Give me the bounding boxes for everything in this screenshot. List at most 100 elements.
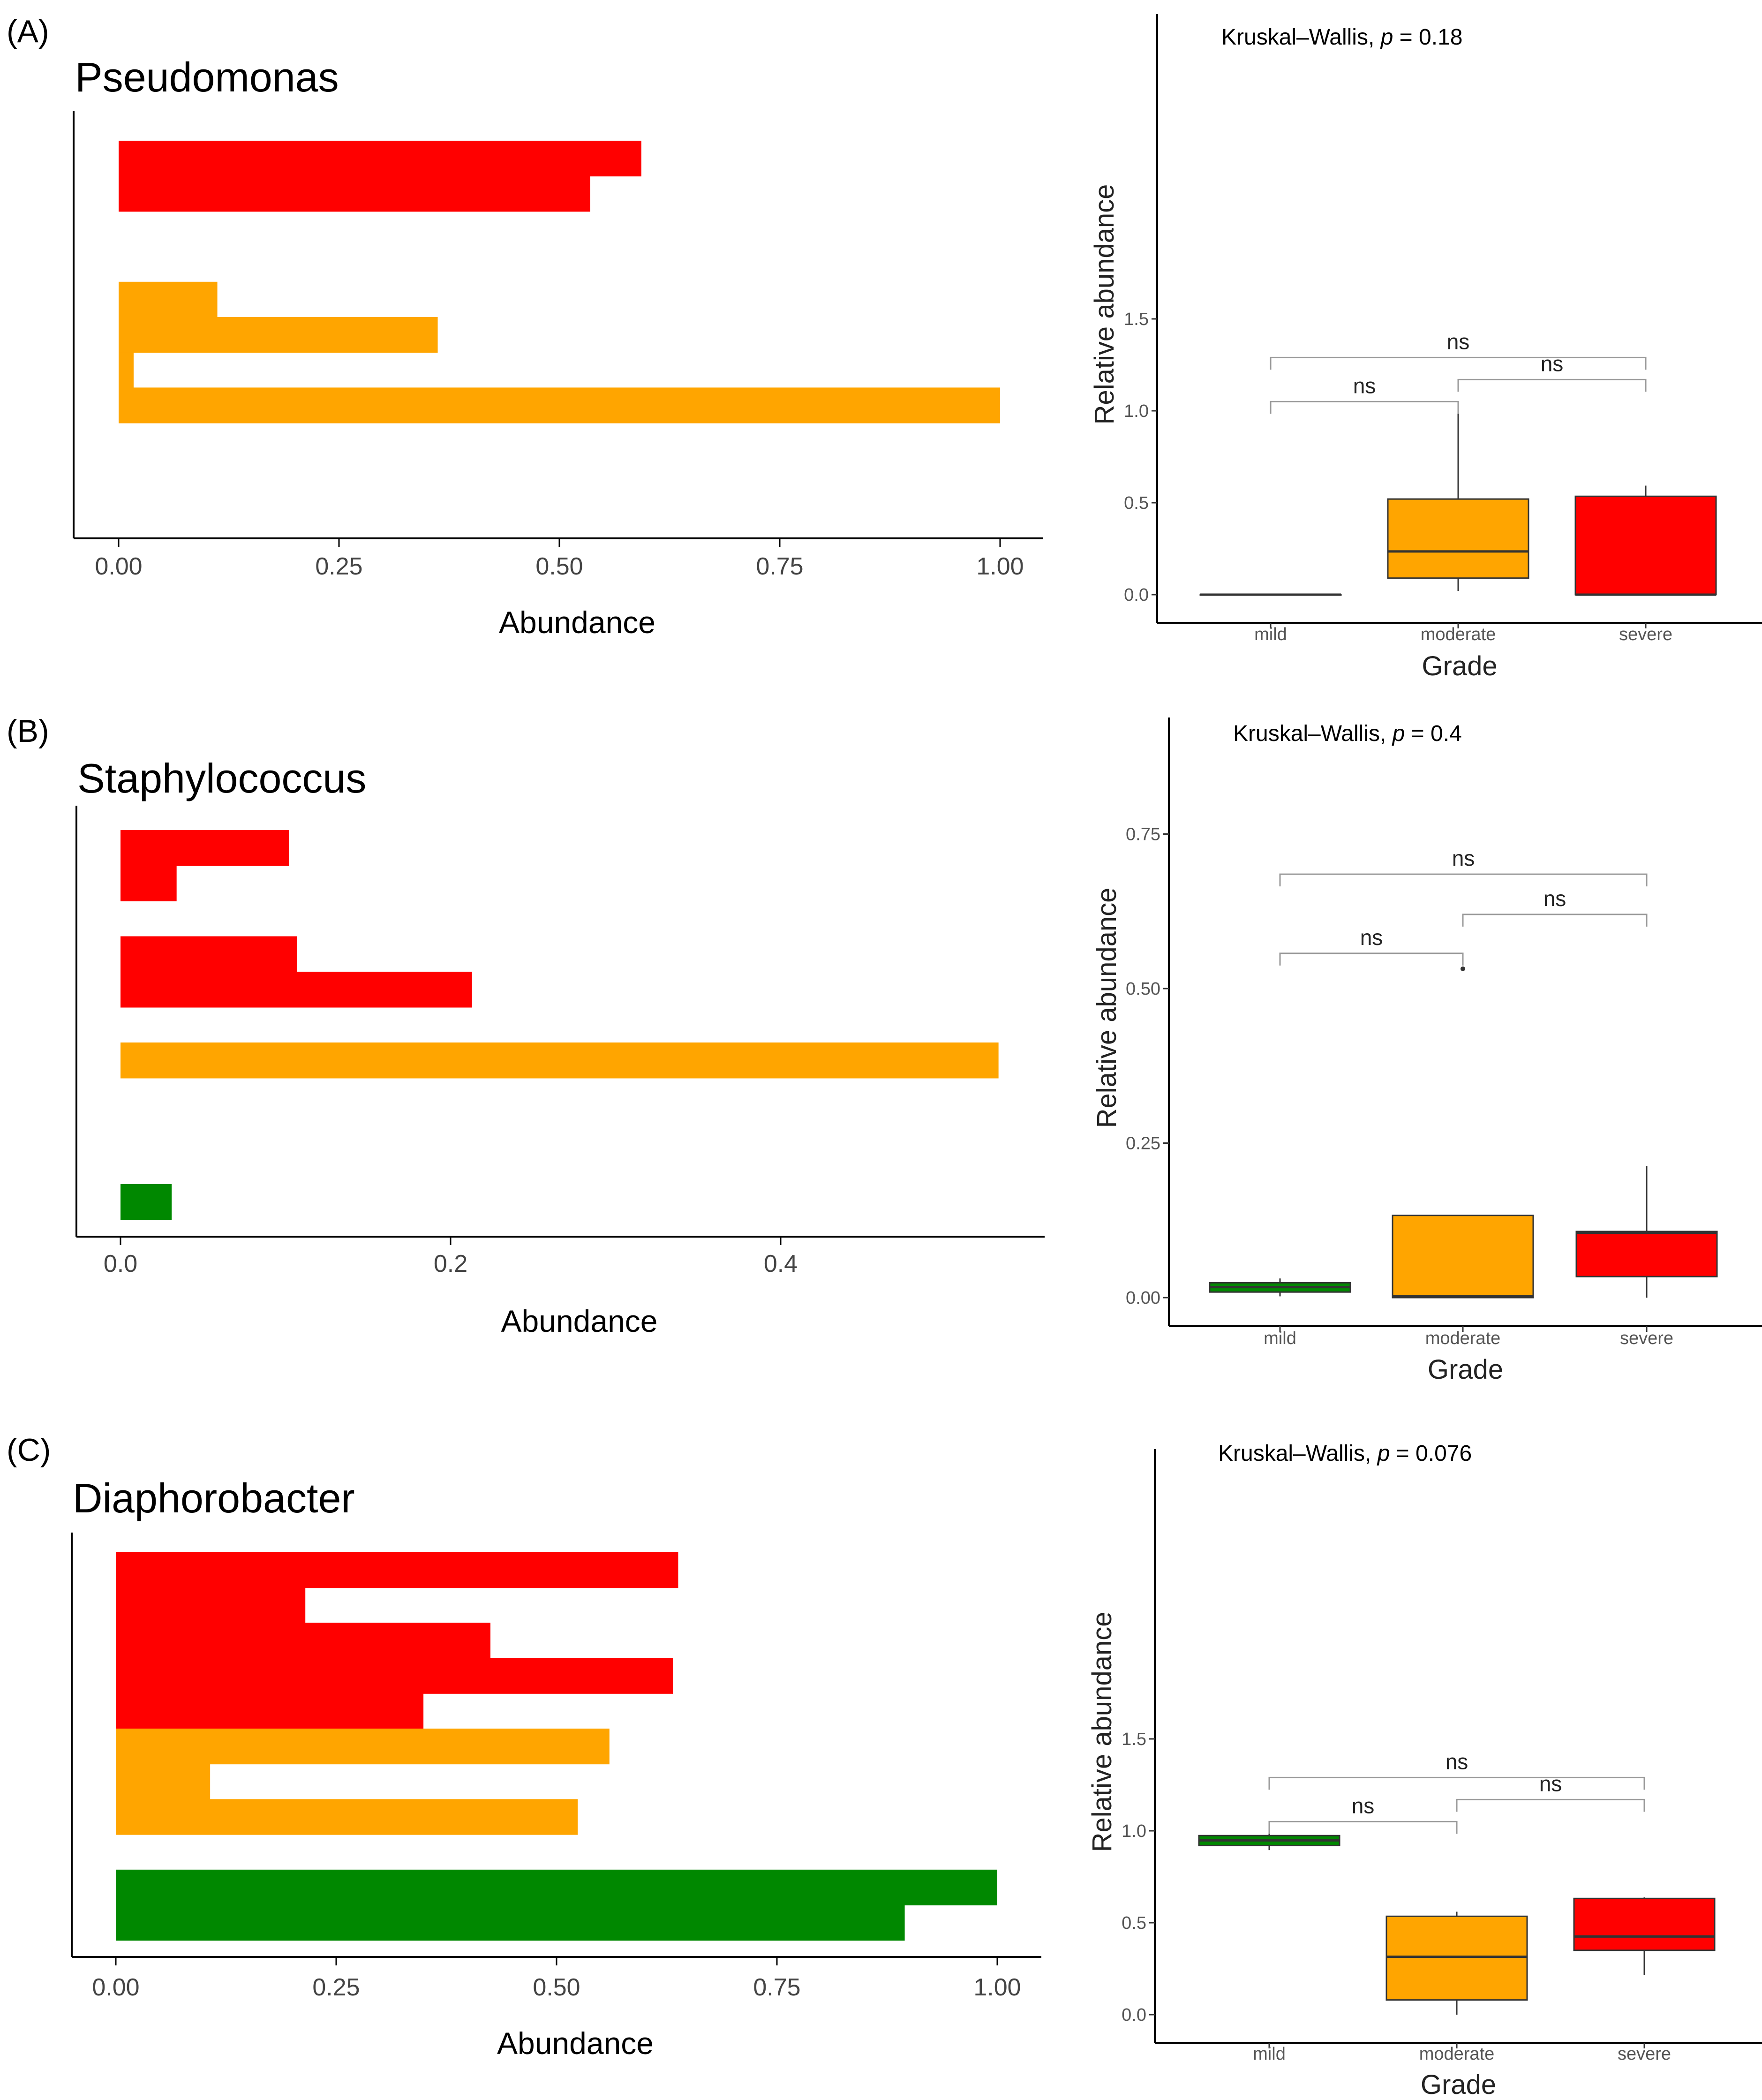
abundance-bar-moderate [116, 1764, 211, 1800]
significance-bracket: ns [1268, 1793, 1458, 1834]
bracket-label: ns [1352, 1793, 1375, 1818]
box-y-tick-label: 1.0 [1122, 1821, 1146, 1841]
box-y-tick-label: 0.25 [1126, 1134, 1160, 1154]
box-mild: mild [1198, 1831, 1340, 2064]
panel-pseudomonas: (A) Pseudomonas 0.00 0.25 0.50 0.75 1.00 Abunda… [7, 14, 1762, 681]
box-x-axis-title: Grade [1422, 651, 1497, 681]
kruskal-wallis-label: Kruskal–Wallis, p = 0.076 [1218, 1441, 1472, 1466]
box-x-tick-label: mild [1264, 1329, 1296, 1348]
bracket-line [1268, 1821, 1458, 1834]
kruskal-wallis-label: Kruskal–Wallis, p = 0.4 [1233, 721, 1462, 746]
bar-x-tick-label: 0.25 [315, 553, 362, 580]
bracket-label: ns [1544, 886, 1566, 911]
bracket-label: ns [1539, 1771, 1562, 1796]
box-y-tick-label: 0.75 [1126, 825, 1160, 845]
panel-label: (C) [7, 1432, 51, 1468]
abundance-bar-severe [120, 936, 297, 972]
genus-title: Pseudomonas [75, 54, 339, 100]
abundance-bar-chart: 0.0 0.2 0.4 Abundance [75, 806, 1045, 1338]
box-x-tick-label: mild [1253, 2044, 1286, 2064]
box-iqr [1386, 1915, 1528, 2001]
genus-title: Diaphorobacter [73, 1475, 355, 1521]
abundance-bar-severe [116, 1552, 678, 1588]
abundance-bar-moderate [119, 317, 438, 353]
bar-x-tick-label: 0.2 [434, 1250, 467, 1277]
bar-x-tick-label: 0.50 [535, 553, 583, 580]
bar-x-tick-label: 0.75 [756, 553, 803, 580]
abundance-bar-moderate [119, 352, 134, 388]
abundance-bar-moderate [119, 387, 1000, 423]
bracket-line [1279, 873, 1648, 887]
genus-title: Staphylococcus [77, 755, 366, 801]
box-mild: mild [1199, 593, 1342, 644]
significance-bracket: ns [1270, 373, 1459, 414]
box-severe: severe [1574, 485, 1717, 644]
bar-x-axis-title: Abundance [497, 2026, 654, 2061]
bar-x-tick-label: 0.50 [533, 1974, 580, 2001]
bracket-label: ns [1446, 1749, 1468, 1774]
bar-x-tick-label: 0.0 [104, 1250, 137, 1277]
bar-x-tick-label: 1.00 [973, 1974, 1021, 2001]
significance-bracket: ns [1462, 886, 1648, 927]
bar-x-tick-label: 0.00 [95, 553, 142, 580]
abundance-bar-severe [116, 1658, 673, 1694]
box-moderate: moderate [1387, 411, 1529, 644]
bracket-line [1268, 1776, 1645, 1790]
box-y-tick-label: 0.00 [1126, 1288, 1160, 1308]
bracket-label: ns [1360, 925, 1383, 950]
grade-box-plot: 0.00 0.25 0.50 0.75 Kruskal–Wallis, p = 0.4 m… [1092, 718, 1762, 1385]
box-severe: severe [1575, 1166, 1718, 1348]
box-iqr [1392, 1215, 1534, 1299]
abundance-bar-chart: 0.00 0.25 0.50 0.75 1.00 Abundance [73, 111, 1043, 640]
bracket-label: ns [1452, 846, 1475, 870]
box-y-tick-label: 1.5 [1124, 310, 1149, 329]
box-x-tick-label: moderate [1419, 2044, 1495, 2064]
bracket-line [1270, 400, 1459, 414]
abundance-bar-moderate [116, 1799, 578, 1835]
kruskal-wallis-label: Kruskal–Wallis, p = 0.18 [1221, 25, 1462, 50]
bar-x-tick-label: 1.00 [976, 553, 1024, 580]
box-y-tick-label: 0.0 [1124, 585, 1149, 605]
abundance-bar-moderate [116, 1729, 610, 1765]
bracket-line [1462, 914, 1648, 927]
abundance-bar-severe [119, 176, 590, 212]
bracket-line [1279, 952, 1464, 966]
bracket-label: ns [1353, 373, 1376, 398]
significance-bracket: ns [1270, 329, 1647, 370]
box-x-tick-label: severe [1620, 1329, 1673, 1348]
significance-bracket: ns [1279, 925, 1464, 966]
abundance-bar-severe [120, 865, 177, 901]
box-y-tick-label: 1.5 [1122, 1730, 1146, 1749]
abundance-bar-severe [120, 972, 472, 1008]
box-y-axis-title: Relative abundance [1092, 888, 1122, 1128]
panel-diaphorobacter: (C) Diaphorobacter 0.00 0.25 0.50 0.75 1.00 Abu… [7, 1432, 1762, 2100]
box-outlier [1461, 966, 1465, 971]
abundance-bar-mild [116, 1905, 905, 1941]
box-x-tick-label: mild [1254, 625, 1287, 644]
abundance-bar-severe [119, 141, 641, 177]
significance-bracket: ns [1279, 846, 1648, 887]
box-x-axis-title: Grade [1421, 2070, 1496, 2100]
significance-bracket: ns [1456, 1771, 1645, 1812]
box-moderate: moderate [1386, 1911, 1528, 2064]
bar-x-axis-title: Abundance [499, 605, 655, 640]
panel-label: (A) [7, 14, 49, 49]
bar-x-tick-label: 0.4 [764, 1250, 798, 1277]
abundance-bar-moderate [119, 281, 218, 317]
grade-box-plot: 0.0 0.5 1.0 1.5 Kruskal–Wallis, p = 0.076 mil… [1087, 1441, 1762, 2100]
box-y-axis-title: Relative abundance [1089, 184, 1120, 425]
significance-bracket: ns [1268, 1749, 1645, 1790]
box-x-tick-label: severe [1618, 2044, 1671, 2064]
box-y-tick-label: 0.0 [1122, 2005, 1146, 2025]
abundance-bar-mild [120, 1184, 172, 1220]
box-iqr [1387, 498, 1529, 579]
abundance-bar-severe [116, 1623, 490, 1659]
bracket-line [1270, 356, 1647, 370]
bar-x-tick-label: 0.75 [753, 1974, 800, 2001]
abundance-bar-severe [116, 1587, 306, 1624]
bar-x-axis-title: Abundance [501, 1304, 658, 1338]
abundance-bar-severe [116, 1693, 424, 1729]
box-severe: severe [1573, 1897, 1716, 2064]
